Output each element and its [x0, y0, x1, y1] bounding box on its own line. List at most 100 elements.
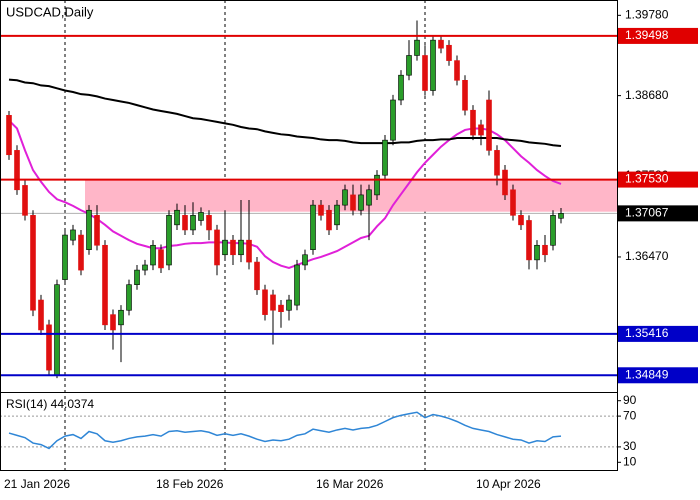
level-label: 1.34849 [625, 367, 669, 381]
candle-body [350, 194, 356, 211]
candle-body [222, 239, 228, 256]
candle-body [238, 239, 244, 256]
candle-body [142, 264, 148, 271]
candle-body [558, 213, 564, 219]
candle-body [334, 204, 340, 226]
candle-body [254, 261, 260, 291]
y-tick-label: 1.39780 [625, 8, 669, 22]
candle-body [542, 244, 548, 256]
candle-body [374, 174, 380, 196]
candle-body [158, 249, 164, 269]
candle-body [382, 139, 388, 176]
candle-body [526, 220, 532, 261]
y-tick-label: 70 [623, 408, 637, 422]
candle-body [510, 189, 516, 216]
candle-body [326, 209, 332, 231]
candle-body [174, 209, 180, 226]
candle-body [486, 99, 492, 151]
candle-body [438, 39, 444, 49]
chart-title: USDCAD,Daily [6, 4, 94, 19]
x-tick-label: 21 Jan 2026 [4, 477, 70, 491]
candle-body [366, 189, 372, 206]
candle-body [390, 99, 396, 141]
candle-body [310, 204, 316, 250]
x-tick-label: 18 Feb 2026 [156, 477, 224, 491]
candle-body [110, 314, 116, 331]
candle-body [126, 284, 132, 311]
candle-body [518, 215, 524, 226]
candle-body [86, 209, 92, 250]
candle-body [190, 215, 196, 231]
candle-body [406, 55, 412, 76]
level-label: 1.35416 [625, 326, 669, 340]
candle-body [470, 109, 476, 136]
candle-body [70, 229, 76, 241]
candle-body [134, 269, 140, 285]
candle-body [446, 44, 452, 61]
candle-body [30, 215, 36, 311]
candle-body [102, 244, 108, 326]
candle-body [494, 150, 500, 176]
candle-body [342, 189, 348, 206]
candle-body [214, 229, 220, 266]
candle-body [6, 115, 12, 156]
level-label-box [618, 171, 698, 188]
current-price-box [618, 205, 698, 222]
candle-body [550, 215, 556, 246]
candle-body [294, 264, 300, 306]
candle-body [534, 244, 540, 261]
frame [0, 0, 618, 471]
level-label-box [618, 27, 698, 44]
candle-body [302, 254, 308, 266]
candle-body [454, 60, 460, 81]
candle-body [94, 215, 100, 246]
candle-body [78, 234, 84, 271]
candle-body [54, 284, 60, 376]
candle-body [286, 299, 292, 311]
candle-body [14, 150, 20, 191]
candle-body [462, 79, 468, 111]
current-price-label: 1.37067 [625, 206, 669, 220]
candle-body [278, 304, 284, 313]
rsi-title: RSI(14) 44.0374 [6, 397, 94, 411]
candle-body [118, 309, 124, 326]
x-tick-label: 16 Mar 2026 [316, 477, 384, 491]
candle-body [230, 239, 236, 256]
candle-body [198, 212, 204, 221]
x-tick-label: 10 Apr 2026 [476, 477, 541, 491]
candle-body [478, 124, 484, 136]
candle-body [262, 289, 268, 315]
candle-body [358, 194, 364, 211]
candle-body [182, 215, 188, 231]
moving-average [8, 78, 562, 147]
candle-body [318, 204, 324, 216]
plot-area [0, 0, 617, 470]
candle-body [398, 74, 404, 101]
candle-body [46, 324, 52, 371]
candle-body [62, 234, 68, 280]
candle-body [422, 55, 428, 91]
level-label-box [618, 325, 698, 342]
y-tick-label: 90 [623, 393, 637, 407]
candle-body [150, 244, 156, 266]
candle-body [206, 215, 212, 231]
candle-body [414, 39, 420, 56]
candle-body [166, 215, 172, 266]
y-tick-label: 1.38680 [625, 88, 669, 102]
candle-body [502, 169, 508, 196]
y-tick-label: 10 [623, 454, 637, 468]
moving-average [8, 119, 562, 269]
candle-body [246, 239, 252, 263]
candle-body [430, 39, 436, 91]
candle-body [38, 299, 44, 331]
level-label-box [618, 367, 698, 384]
level-label: 1.39498 [625, 28, 669, 42]
level-label: 1.37530 [625, 172, 669, 186]
rsi-line [8, 411, 562, 450]
candle-body [22, 185, 28, 216]
y-tick-label: 30 [623, 439, 637, 453]
candle-body [270, 294, 276, 311]
